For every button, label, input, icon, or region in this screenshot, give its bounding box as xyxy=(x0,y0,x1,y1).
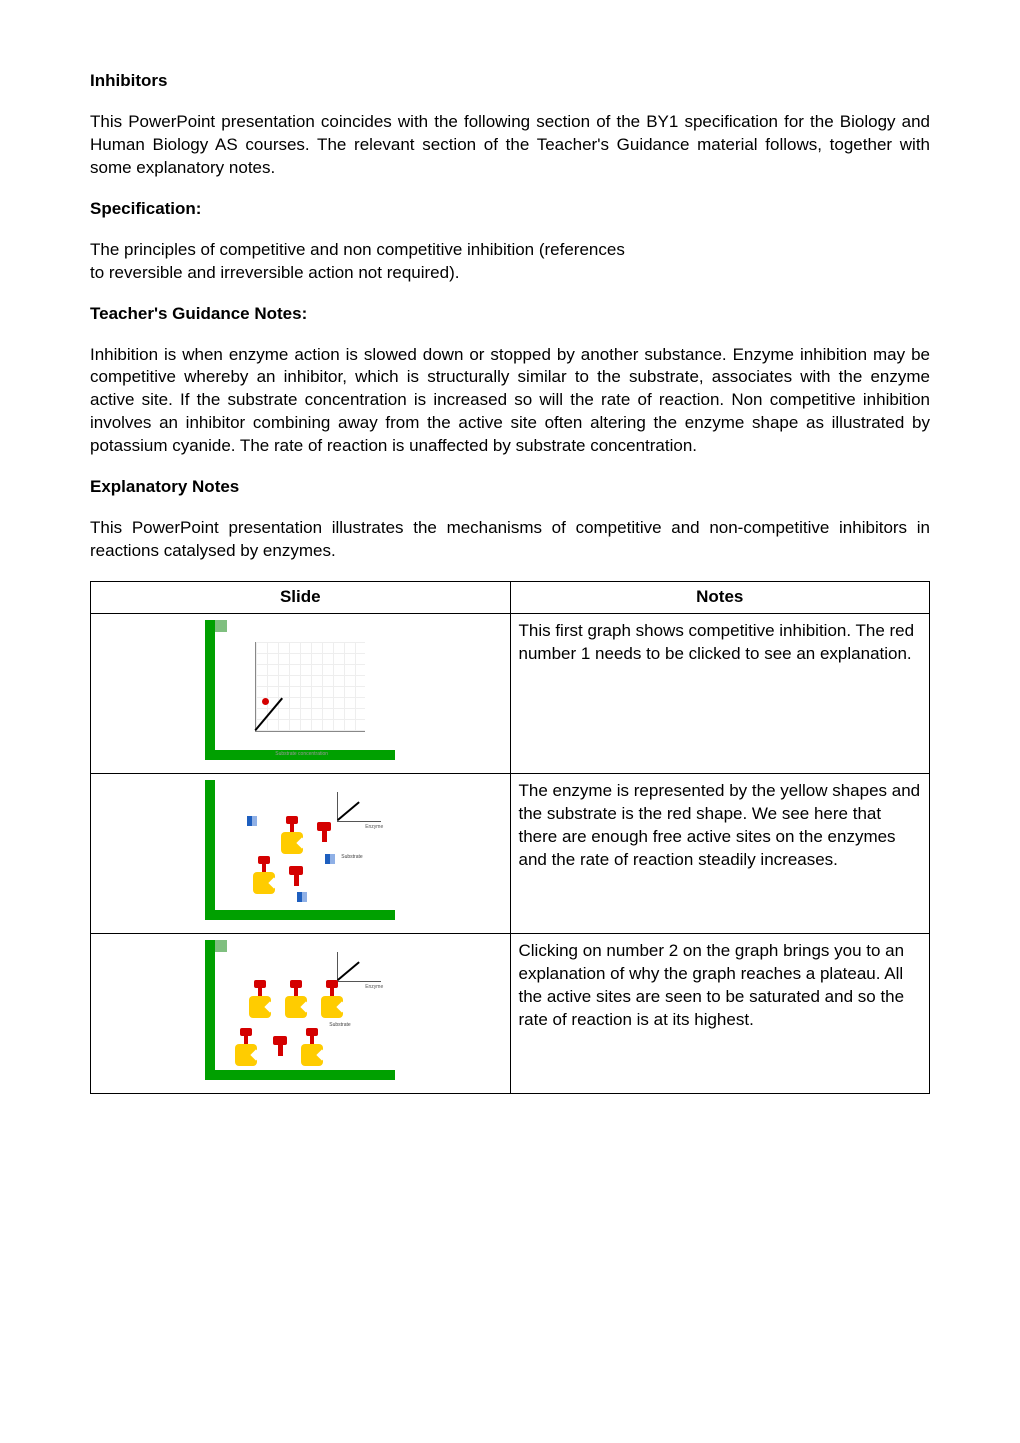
thumb-left-bar xyxy=(205,780,215,920)
slide-thumb-cell: Enzyme Substrate xyxy=(91,933,511,1093)
shapes-stage: Enzyme Substrate xyxy=(229,952,385,1064)
x-axis-label: Substrate concentration xyxy=(275,751,328,758)
enzyme-substrate-complex-icon xyxy=(321,996,343,1018)
marker-icon xyxy=(297,892,307,902)
notes-cell: This first graph shows competitive inhib… xyxy=(510,613,930,773)
table-row: Substrate concentration This first graph… xyxy=(91,613,930,773)
intro-paragraph: This PowerPoint presentation coincides w… xyxy=(90,111,930,180)
enzyme-substrate-complex-icon xyxy=(301,1044,323,1066)
col-header-notes: Notes xyxy=(510,582,930,614)
guidance-heading: Teacher's Guidance Notes: xyxy=(90,303,930,326)
table-row: Enzyme Substrate The enzyme is represent… xyxy=(91,773,930,933)
enzyme-substrate-complex-icon xyxy=(285,996,307,1018)
slide-thumbnail-graph: Substrate concentration xyxy=(205,620,395,760)
substrate-icon xyxy=(317,822,331,842)
explanatory-heading: Explanatory Notes xyxy=(90,476,930,499)
legend-substrate: Substrate xyxy=(341,854,362,861)
graph-area xyxy=(255,642,365,732)
thumb-corner-icon xyxy=(215,940,227,952)
substrate-icon xyxy=(289,866,303,886)
legend-enzyme: Enzyme xyxy=(365,984,383,991)
enzyme-substrate-complex-icon xyxy=(235,1044,257,1066)
enzyme-icon xyxy=(253,872,275,894)
thumb-left-bar xyxy=(205,620,215,760)
substrate-label: Substrate xyxy=(329,1022,350,1029)
thumb-left-bar xyxy=(205,940,215,1080)
enzyme-substrate-complex-icon xyxy=(249,996,271,1018)
slide-thumb-cell: Enzyme Substrate xyxy=(91,773,511,933)
graph-point-icon xyxy=(262,698,269,705)
notes-cell: The enzyme is represented by the yellow … xyxy=(510,773,930,933)
guidance-body: Inhibition is when enzyme action is slow… xyxy=(90,344,930,459)
substrate-icon xyxy=(273,1036,287,1056)
thumb-bottom-bar xyxy=(205,1070,395,1080)
marker-icon xyxy=(247,816,257,826)
spec-line-2: to reversible and irreversible action no… xyxy=(90,263,459,282)
specification-body: The principles of competitive and non co… xyxy=(90,239,930,285)
spec-line-1: The principles of competitive and non co… xyxy=(90,240,625,259)
explanatory-intro: This PowerPoint presentation illustrates… xyxy=(90,517,930,563)
specification-heading: Specification: xyxy=(90,198,930,221)
slide-thumb-cell: Substrate concentration xyxy=(91,613,511,773)
notes-cell: Clicking on number 2 on the graph brings… xyxy=(510,933,930,1093)
col-header-slide: Slide xyxy=(91,582,511,614)
mini-graph-icon: Enzyme xyxy=(337,792,381,822)
slide-thumbnail-shapes-free: Enzyme Substrate xyxy=(205,780,395,920)
page-title: Inhibitors xyxy=(90,70,930,93)
slide-thumbnail-shapes-saturated: Enzyme Substrate xyxy=(205,940,395,1080)
marker-icon xyxy=(325,854,335,864)
legend-enzyme: Enzyme xyxy=(365,824,383,831)
mini-graph-icon: Enzyme xyxy=(337,952,381,982)
thumb-corner-icon xyxy=(215,620,227,632)
graph-line xyxy=(255,697,284,730)
slides-table: Slide Notes Substrate concentration This… xyxy=(90,581,930,1094)
enzyme-icon xyxy=(281,832,303,854)
table-row: Enzyme Substrate Clicking on number 2 on… xyxy=(91,933,930,1093)
shapes-stage: Enzyme Substrate xyxy=(229,792,385,904)
thumb-bottom-bar xyxy=(205,910,395,920)
